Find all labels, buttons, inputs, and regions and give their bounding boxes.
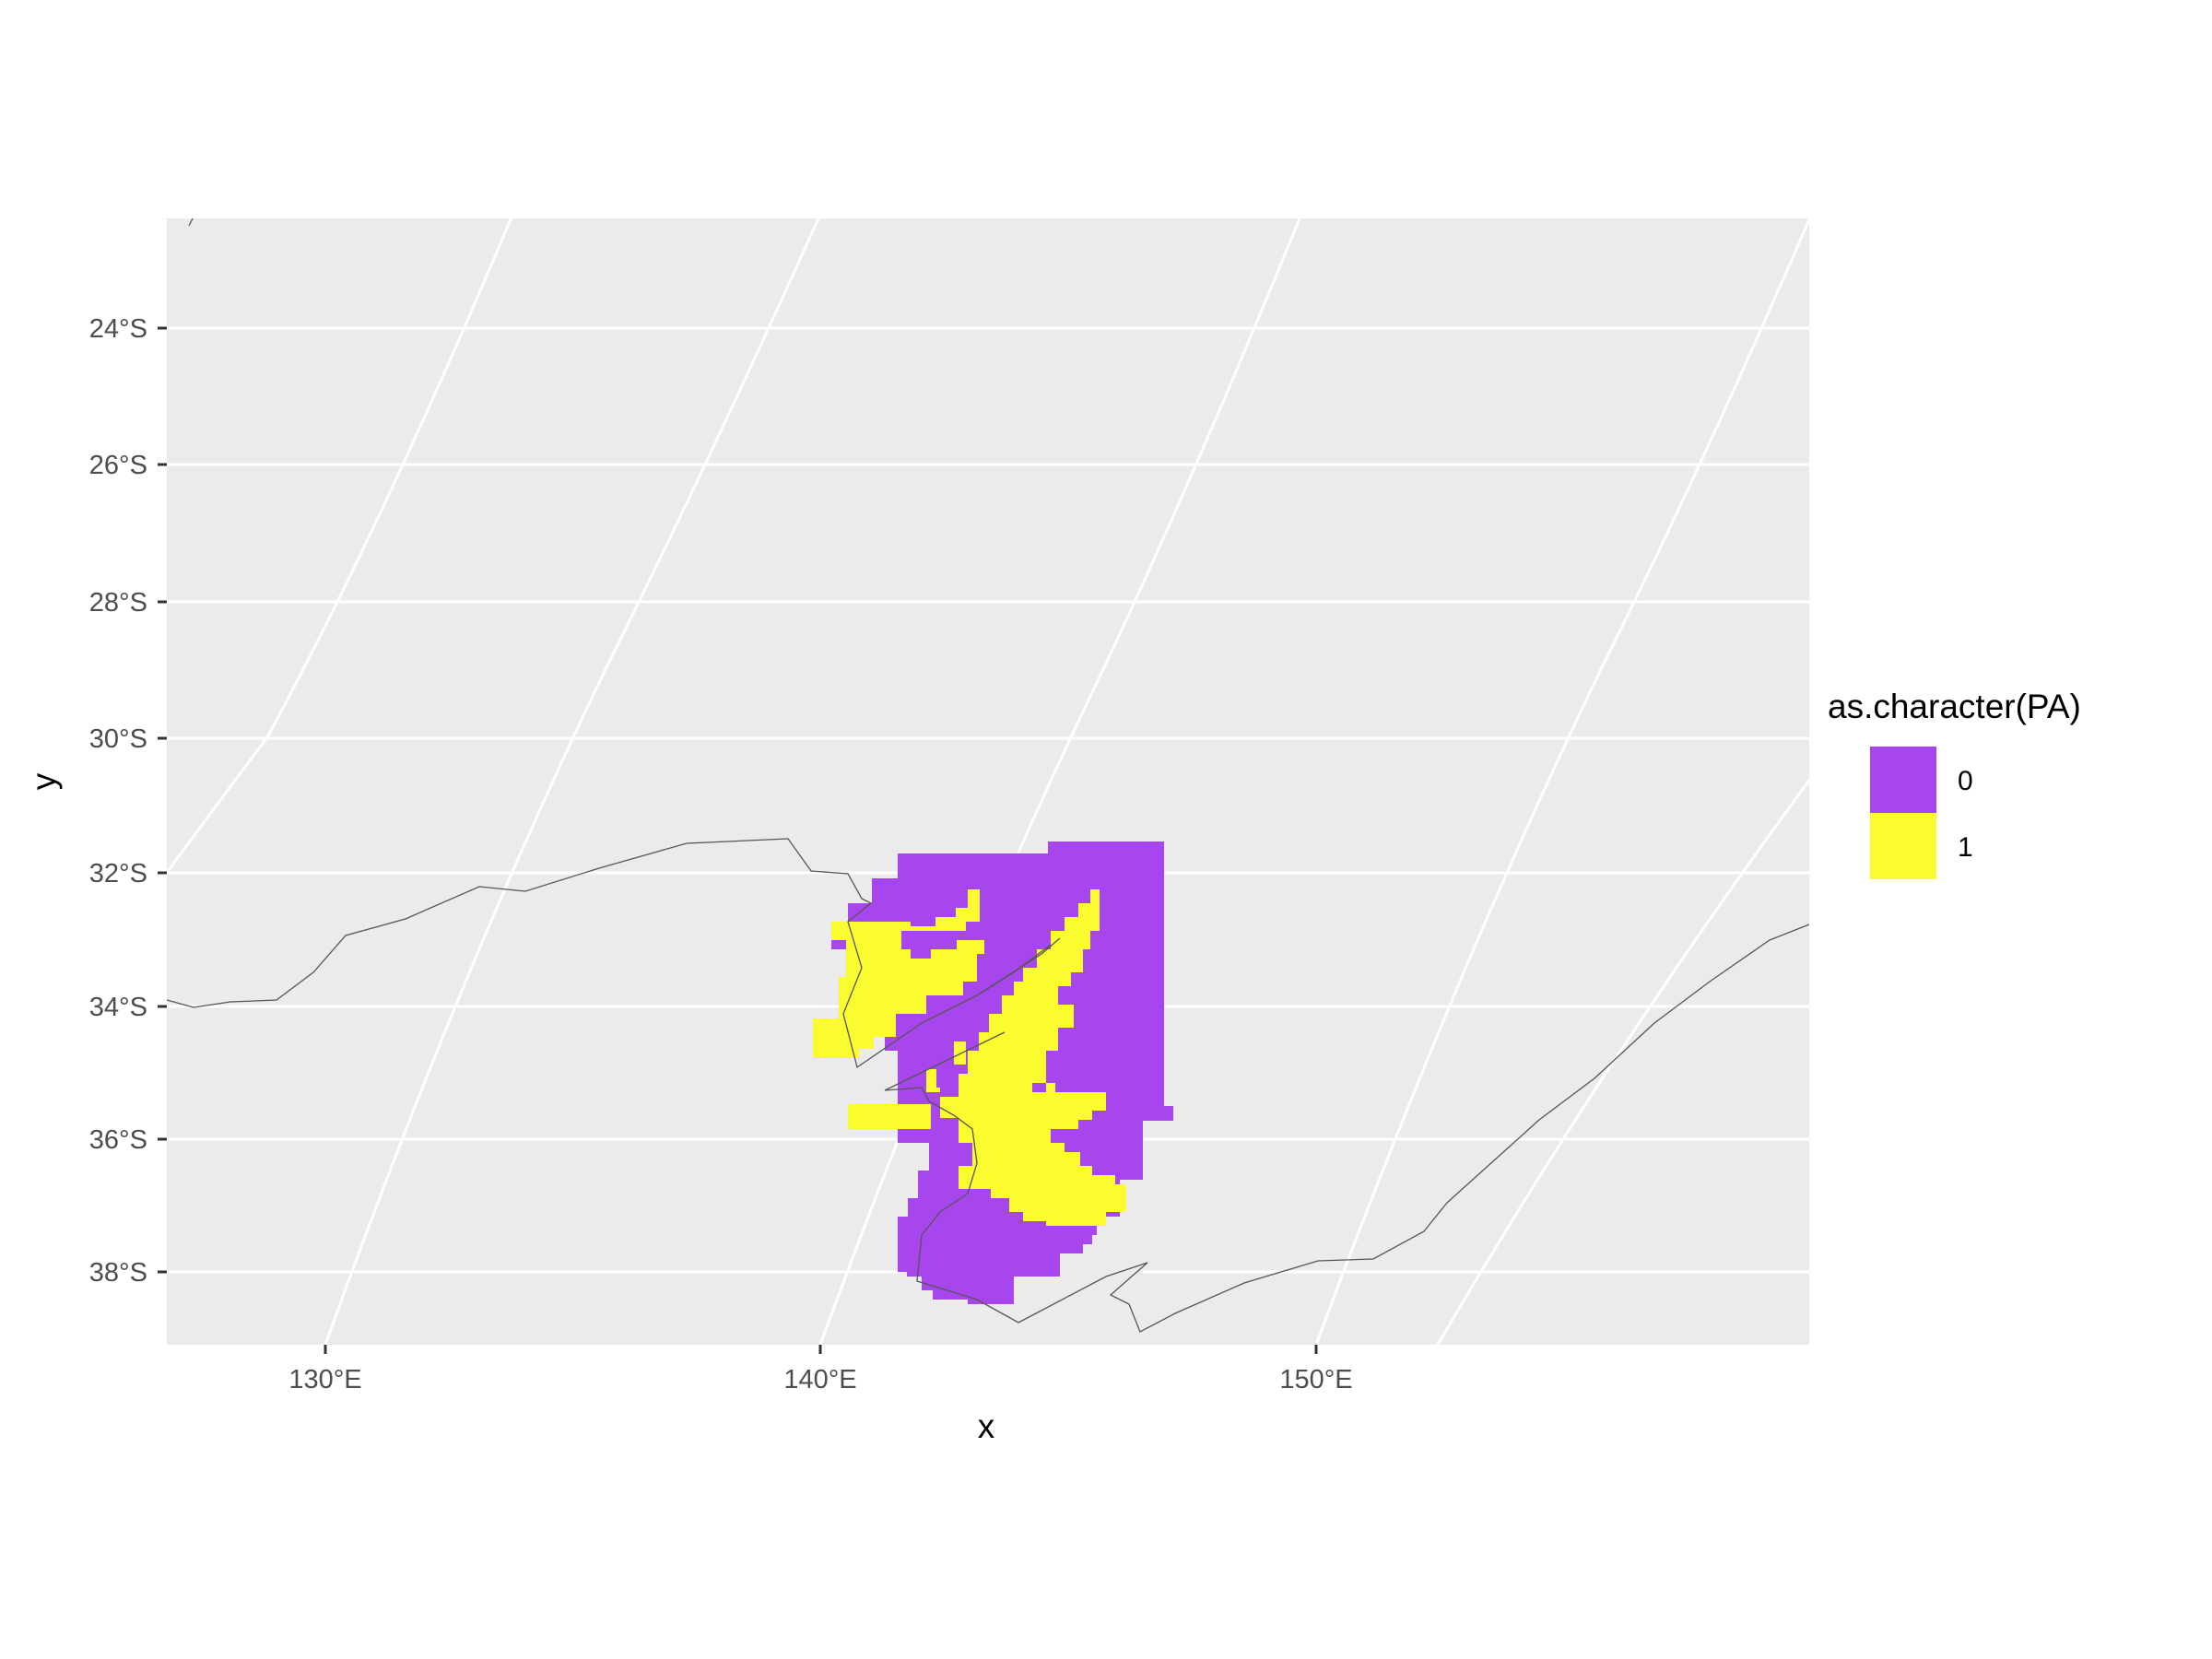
raster-cell-empty — [898, 1143, 929, 1171]
graticule-longitude-line — [1314, 218, 1809, 1345]
raster-cell-empty — [1143, 1180, 1164, 1217]
raster-cell-presence — [813, 889, 984, 1058]
legend: as.character(PA) 0 1 — [1828, 688, 2081, 879]
coastline-outline — [167, 218, 1809, 1333]
graticule-longitude-line — [1436, 778, 1809, 1345]
raster-cell-empty — [1014, 1272, 1143, 1304]
y-tick-label: 28°S — [89, 588, 147, 618]
legend-label: 0 — [1958, 766, 1973, 796]
y-tick-label: 34°S — [89, 993, 147, 1022]
y-tick-label: 30°S — [89, 724, 147, 754]
raster-cell-presence — [848, 1104, 931, 1129]
raster-cell-presence — [940, 889, 1126, 1226]
raster-cell-absence — [1048, 841, 1164, 853]
raster-cell-absence — [936, 1069, 952, 1088]
legend-title: as.character(PA) — [1828, 688, 2081, 725]
legend-label: 1 — [1958, 832, 1973, 863]
y-tick-label: 36°S — [89, 1125, 147, 1155]
x-tick-label: 150°E — [1279, 1365, 1352, 1394]
graticule — [167, 218, 1809, 1345]
raster-cell-empty — [898, 1171, 922, 1198]
graticule-longitude-line — [324, 218, 820, 1345]
graticule-longitude-line — [167, 218, 513, 876]
raster-cell-absence — [935, 940, 952, 949]
y-tick-label: 38°S — [89, 1258, 147, 1288]
coastline-path — [884, 924, 1809, 1333]
x-tick-label: 140°E — [783, 1365, 856, 1394]
y-tick-label: 32°S — [89, 859, 147, 888]
y-axis-title: y — [25, 772, 63, 790]
raster-cell-absence — [907, 1253, 1060, 1277]
raster-cell-absence — [1143, 1106, 1173, 1121]
x-axis-title: x — [978, 1407, 995, 1445]
coastline-path — [167, 218, 194, 227]
raster-cell-absence — [922, 1277, 1014, 1290]
y-axis: 24°S 26°S 28°S 30°S 32°S 34°S 36°S 38°S — [89, 314, 167, 1288]
x-tick-label: 130°E — [288, 1365, 361, 1394]
y-tick-label: 24°S — [89, 314, 147, 344]
coastline-path — [167, 838, 1052, 1069]
legend-key-swatch — [1870, 813, 1936, 879]
presence-absence-raster — [813, 841, 1173, 1304]
raster-cell-presence — [954, 1041, 966, 1065]
x-axis: 130°E 140°E 150°E — [288, 1345, 1353, 1394]
raster-cell-absence — [1143, 841, 1164, 1118]
raster-cell-absence — [920, 1051, 952, 1069]
raster-cell-absence — [933, 1290, 977, 1300]
coastline-path — [976, 937, 1061, 996]
legend-key-swatch — [1870, 747, 1936, 813]
y-tick-label: 26°S — [89, 451, 147, 480]
raster-cell-absence — [1134, 1143, 1143, 1152]
